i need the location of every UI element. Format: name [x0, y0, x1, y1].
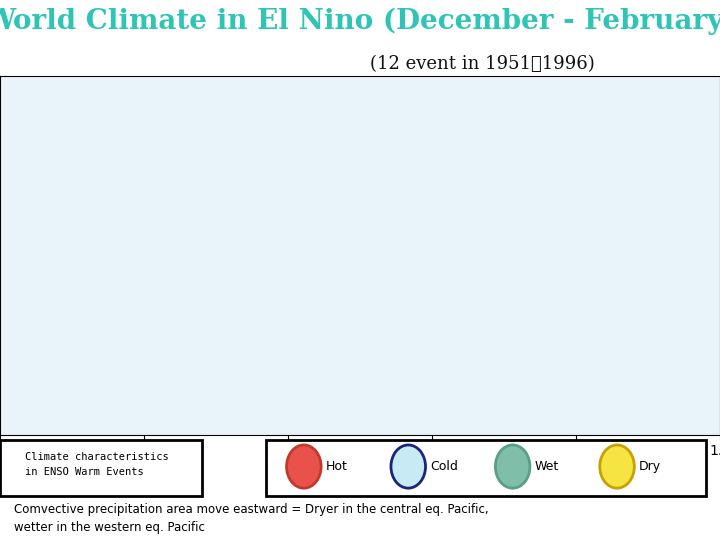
Ellipse shape — [600, 445, 634, 488]
Text: Comvective precipitation area move eastward = Dryer in the central eq. Pacific,: Comvective precipitation area move eastw… — [14, 503, 489, 516]
Text: World Climate in El Nino (December - February): World Climate in El Nino (December - Feb… — [0, 8, 720, 35]
Text: Hot: Hot — [325, 460, 347, 473]
Text: wetter in the western eq. Pacific: wetter in the western eq. Pacific — [14, 521, 205, 534]
FancyBboxPatch shape — [266, 440, 706, 496]
FancyBboxPatch shape — [0, 440, 202, 496]
Text: Cold: Cold — [430, 460, 458, 473]
Ellipse shape — [495, 445, 530, 488]
Ellipse shape — [391, 445, 426, 488]
Text: (12 event in 1951～1996): (12 event in 1951～1996) — [370, 55, 595, 73]
Ellipse shape — [287, 445, 321, 488]
Text: Dry: Dry — [639, 460, 661, 473]
Text: Wet: Wet — [534, 460, 559, 473]
Text: Climate characteristics
in ENSO Warm Events: Climate characteristics in ENSO Warm Eve… — [25, 452, 169, 477]
